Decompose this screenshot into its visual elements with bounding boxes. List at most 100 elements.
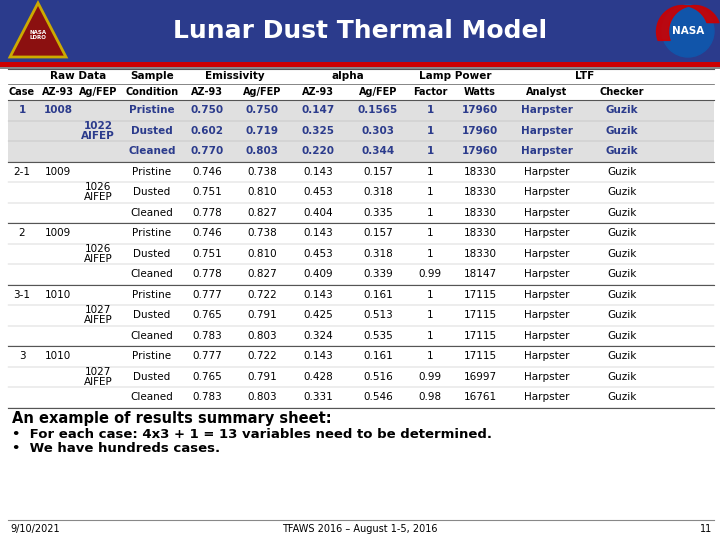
Text: Dusted: Dusted (133, 187, 171, 197)
Text: 0.143: 0.143 (303, 351, 333, 361)
Text: AIFEP: AIFEP (84, 377, 112, 387)
Text: 1027: 1027 (85, 367, 111, 377)
Text: 0.765: 0.765 (192, 372, 222, 382)
Text: Guzik: Guzik (606, 126, 639, 136)
Text: 0.750: 0.750 (246, 105, 279, 115)
Text: 1008: 1008 (43, 105, 73, 115)
Text: 1: 1 (427, 167, 433, 177)
Text: 0.827: 0.827 (247, 208, 277, 218)
Text: 0.810: 0.810 (247, 249, 276, 259)
Text: 0.157: 0.157 (363, 167, 393, 177)
Text: 1: 1 (427, 310, 433, 320)
Text: Lamp Power: Lamp Power (419, 71, 491, 81)
Text: 0.318: 0.318 (363, 187, 393, 197)
Text: 0.1565: 0.1565 (358, 105, 398, 115)
Text: 1: 1 (427, 330, 433, 341)
Text: Ag/FEP: Ag/FEP (243, 87, 282, 97)
Text: Harpster: Harpster (524, 187, 570, 197)
Text: Ag/FEP: Ag/FEP (78, 87, 117, 97)
Text: An example of results summary sheet:: An example of results summary sheet: (12, 411, 332, 427)
Text: 1: 1 (427, 228, 433, 238)
Text: 17115: 17115 (464, 310, 497, 320)
Text: 0.722: 0.722 (247, 351, 277, 361)
Text: 0.404: 0.404 (303, 208, 333, 218)
Text: Cleaned: Cleaned (128, 146, 176, 156)
Text: 17115: 17115 (464, 351, 497, 361)
Text: 18330: 18330 (464, 167, 497, 177)
Text: Harpster: Harpster (524, 330, 570, 341)
Text: 0.99: 0.99 (418, 269, 441, 279)
Text: Harpster: Harpster (524, 228, 570, 238)
Text: Harpster: Harpster (524, 249, 570, 259)
Text: 1022: 1022 (84, 121, 112, 131)
Text: 3-1: 3-1 (14, 290, 30, 300)
Text: 0.143: 0.143 (303, 167, 333, 177)
Text: 0.331: 0.331 (303, 392, 333, 402)
Text: •  We have hundreds cases.: • We have hundreds cases. (12, 442, 220, 455)
Text: Guzik: Guzik (607, 208, 636, 218)
Text: Ag/FEP: Ag/FEP (359, 87, 397, 97)
Bar (8, 100, 714, 120)
Text: Dusted: Dusted (133, 310, 171, 320)
Text: 18330: 18330 (464, 187, 497, 197)
Text: TFAWS 2016 – August 1-5, 2016: TFAWS 2016 – August 1-5, 2016 (282, 524, 438, 534)
Text: 1: 1 (19, 105, 26, 115)
Text: 17960: 17960 (462, 146, 498, 156)
Bar (0, 67, 720, 69)
Text: Cleaned: Cleaned (130, 269, 174, 279)
Text: 1009: 1009 (45, 167, 71, 177)
Text: Raw Data: Raw Data (50, 71, 106, 81)
Text: Dusted: Dusted (131, 126, 173, 136)
Text: AIFEP: AIFEP (81, 131, 115, 141)
Text: 17115: 17115 (464, 330, 497, 341)
Text: 0.602: 0.602 (191, 126, 223, 136)
Text: 0.751: 0.751 (192, 249, 222, 259)
Text: 1: 1 (426, 126, 433, 136)
Text: 0.770: 0.770 (190, 146, 224, 156)
Text: Guzik: Guzik (607, 167, 636, 177)
Text: 0.425: 0.425 (303, 310, 333, 320)
Text: 1026: 1026 (85, 244, 111, 254)
Text: 16997: 16997 (464, 372, 497, 382)
Text: Guzik: Guzik (607, 351, 636, 361)
Text: 0.344: 0.344 (361, 146, 395, 156)
Text: 2: 2 (19, 228, 25, 238)
Text: 0.516: 0.516 (363, 372, 393, 382)
Text: 1010: 1010 (45, 290, 71, 300)
Bar (0, 62, 720, 67)
Text: 0.513: 0.513 (363, 310, 393, 320)
Text: 0.157: 0.157 (363, 228, 393, 238)
Text: Watts: Watts (464, 87, 496, 97)
Text: 1: 1 (427, 290, 433, 300)
Text: 0.143: 0.143 (303, 290, 333, 300)
Text: Sample: Sample (130, 71, 174, 81)
Text: 0.409: 0.409 (303, 269, 333, 279)
Bar (8, 120, 714, 141)
Text: Guzik: Guzik (606, 105, 639, 115)
Text: AIFEP: AIFEP (84, 192, 112, 202)
Text: 16761: 16761 (464, 392, 497, 402)
Text: 0.777: 0.777 (192, 351, 222, 361)
Text: Emissivity: Emissivity (204, 71, 264, 81)
Text: 0.738: 0.738 (247, 167, 277, 177)
Text: 0.428: 0.428 (303, 372, 333, 382)
Text: •  For each case: 4x3 + 1 = 13 variables need to be determined.: • For each case: 4x3 + 1 = 13 variables … (12, 428, 492, 441)
Text: 0.453: 0.453 (303, 187, 333, 197)
Text: Case: Case (9, 87, 35, 97)
Text: 18330: 18330 (464, 249, 497, 259)
Text: Guzik: Guzik (607, 269, 636, 279)
Text: AIFEP: AIFEP (84, 315, 112, 325)
Text: Harpster: Harpster (524, 269, 570, 279)
Text: 0.746: 0.746 (192, 228, 222, 238)
Text: 0.777: 0.777 (192, 290, 222, 300)
Text: 17960: 17960 (462, 105, 498, 115)
Text: Analyst: Analyst (526, 87, 567, 97)
Text: Harpster: Harpster (524, 310, 570, 320)
Text: Guzik: Guzik (606, 146, 639, 156)
Text: 0.325: 0.325 (302, 126, 335, 136)
Text: Harpster: Harpster (524, 208, 570, 218)
Text: 0.99: 0.99 (418, 372, 441, 382)
Text: 1: 1 (426, 146, 433, 156)
Text: 0.719: 0.719 (246, 126, 279, 136)
Text: 0.143: 0.143 (303, 228, 333, 238)
